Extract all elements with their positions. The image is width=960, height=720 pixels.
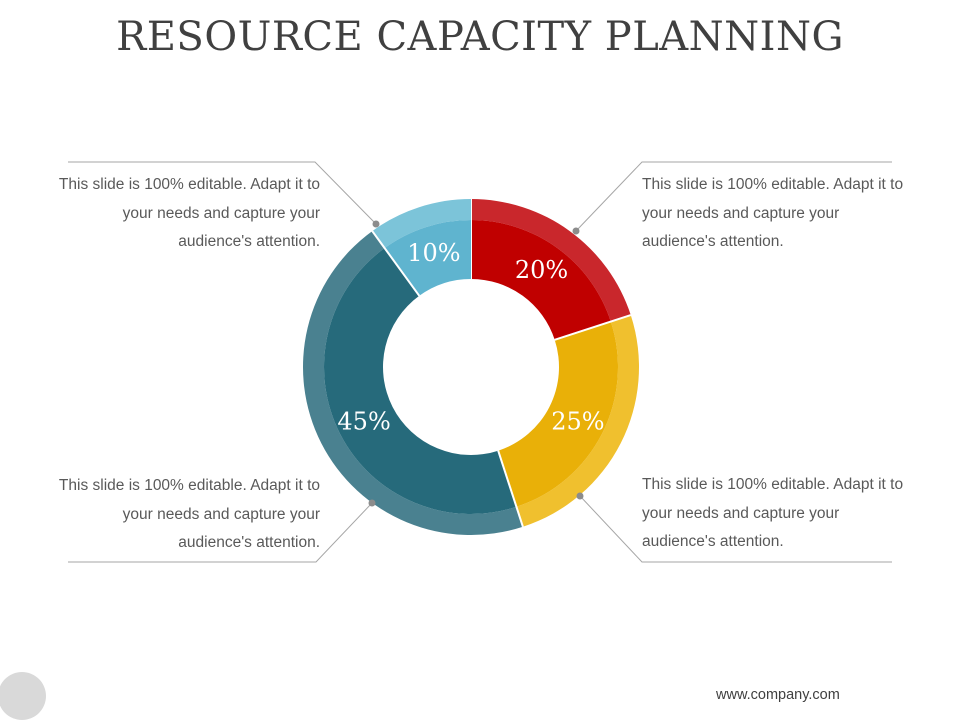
donut-slice-25 — [498, 321, 618, 507]
slice-label-20: 20% — [515, 256, 568, 284]
connector-line-top-left — [68, 161, 377, 225]
connector-dot-top-left — [372, 220, 380, 228]
callout-bottom-right-line-2: your needs and capture your — [642, 504, 840, 522]
donut-separator — [554, 314, 632, 341]
callout-top-right-line-1: This slide is 100% editable. Adapt it to — [642, 176, 904, 193]
donut-separator — [371, 230, 421, 297]
connector-line-bottom-left — [68, 502, 373, 563]
donut-slice-45 — [324, 248, 517, 514]
callout-top-left: This slide is 100% editable. Adapt it to… — [30, 171, 320, 257]
slice-label-25: 25% — [551, 407, 604, 435]
callout-bottom-left-line-3: audience's attention. — [178, 534, 320, 551]
callout-bottom-right-line-1: This slide is 100% editable. Adapt it to — [642, 476, 904, 493]
donut-slice-outer-10 — [372, 199, 471, 249]
donut-slice-outer-20 — [471, 199, 631, 322]
donut-labels: 20% 25% 45% 10% — [337, 239, 604, 436]
callout-top-left-line-3: audience's attention. — [178, 233, 320, 250]
callout-top-right: This slide is 100% editable. Adapt it to… — [642, 171, 932, 257]
slice-label-45: 45% — [337, 407, 390, 435]
callout-bottom-right-line-3: audience's attention. — [642, 533, 784, 550]
connector-dot-bottom-right — [576, 492, 584, 500]
callout-bottom-left: This slide is 100% editable. Adapt it to… — [30, 472, 320, 558]
footer-website: www.company.com — [716, 687, 840, 703]
callout-bottom-left-line-1: This slide is 100% editable. Adapt it to — [58, 477, 320, 494]
callout-bottom-right: This slide is 100% editable. Adapt it to… — [642, 471, 932, 557]
donut-separator — [497, 450, 524, 528]
donut-slice-20 — [471, 220, 611, 340]
callout-bottom-left-line-2: your needs and capture your — [122, 505, 320, 523]
callout-connectors — [68, 161, 892, 563]
connector-dot-bottom-left — [368, 499, 376, 507]
callout-top-right-line-3: audience's attention. — [642, 233, 784, 250]
callout-top-left-line-2: your needs and capture your — [122, 204, 320, 222]
connector-dot-top-right — [572, 227, 580, 235]
slice-label-10: 10% — [407, 239, 460, 267]
donut-slice-outer-25 — [516, 315, 639, 527]
callout-top-right-line-2: your needs and capture your — [642, 204, 840, 222]
connector-line-bottom-right — [579, 495, 892, 563]
corner-circle-decoration — [0, 672, 46, 720]
slide-title: RESOURCE CAPACITY PLANNING — [116, 14, 844, 60]
callout-top-left-line-1: This slide is 100% editable. Adapt it to — [58, 176, 320, 193]
connector-line-top-right — [575, 161, 892, 232]
donut-slices — [303, 199, 639, 535]
